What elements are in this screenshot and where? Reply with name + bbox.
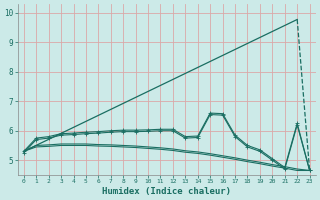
- X-axis label: Humidex (Indice chaleur): Humidex (Indice chaleur): [102, 187, 231, 196]
